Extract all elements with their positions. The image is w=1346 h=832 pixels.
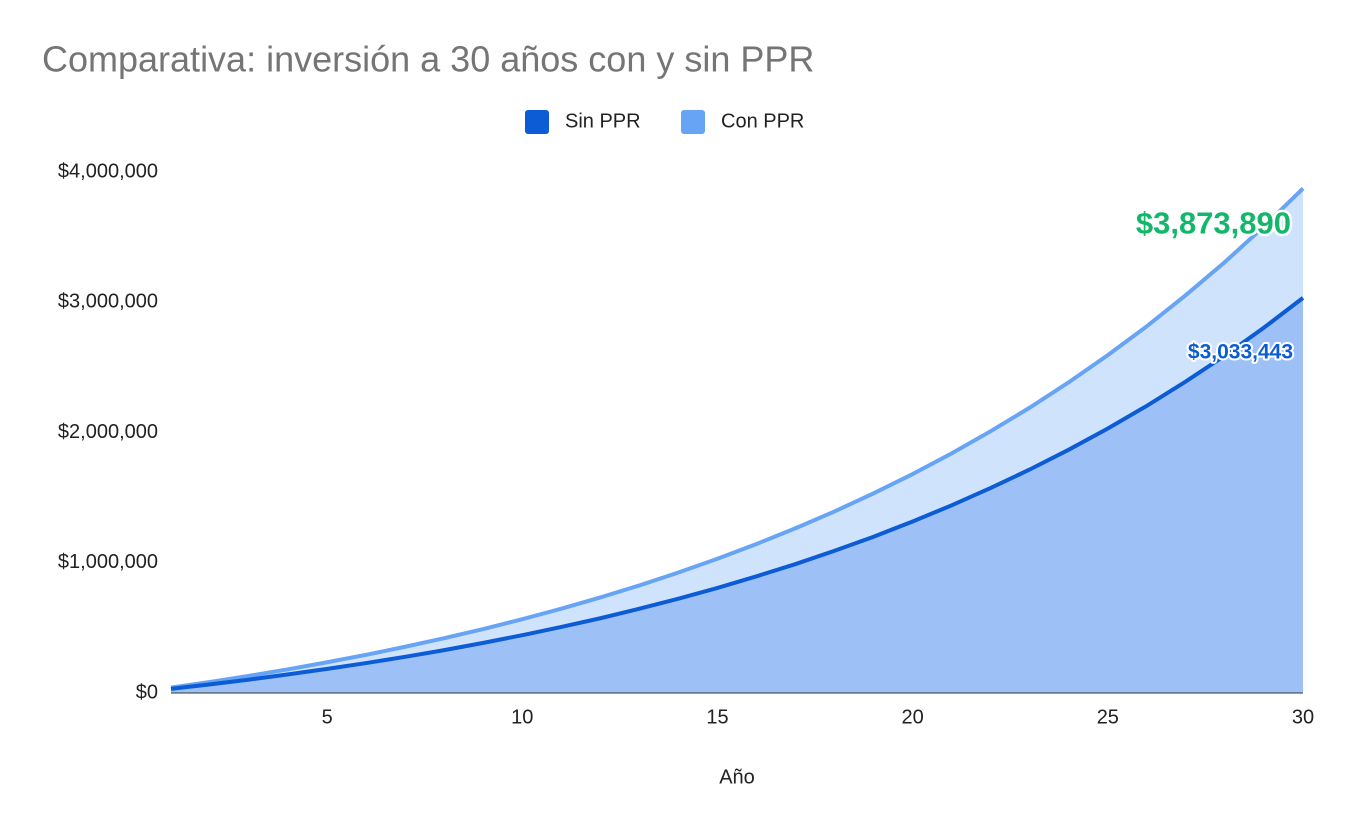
y-tick-label: $4,000,000 <box>58 160 158 182</box>
y-tick-label: $0 <box>136 681 158 703</box>
x-tick-label: 5 <box>322 706 333 728</box>
x-axis-label: Año <box>719 766 755 788</box>
x-tick-label: 10 <box>511 706 533 728</box>
x-tick-label: 25 <box>1097 706 1119 728</box>
legend-swatch <box>525 110 549 134</box>
data-label: $3,033,443 <box>1188 340 1293 363</box>
area <box>171 297 1303 693</box>
x-tick-label: 15 <box>706 706 728 728</box>
legend-label: Sin PPR <box>565 110 641 132</box>
x-tick-label: 30 <box>1292 706 1314 728</box>
legend-swatch <box>681 110 705 134</box>
data-label: $3,873,890 <box>1136 206 1291 241</box>
y-tick-label: $3,000,000 <box>58 291 158 313</box>
line <box>170 296 1305 691</box>
line <box>170 186 1305 690</box>
y-tick-label: $2,000,000 <box>58 421 158 443</box>
y-tick-label: $1,000,000 <box>58 551 158 573</box>
legend-label: Con PPR <box>721 110 804 132</box>
x-tick-label: 20 <box>902 706 924 728</box>
chart-title: Comparativa: inversión a 30 años con y s… <box>42 39 814 80</box>
